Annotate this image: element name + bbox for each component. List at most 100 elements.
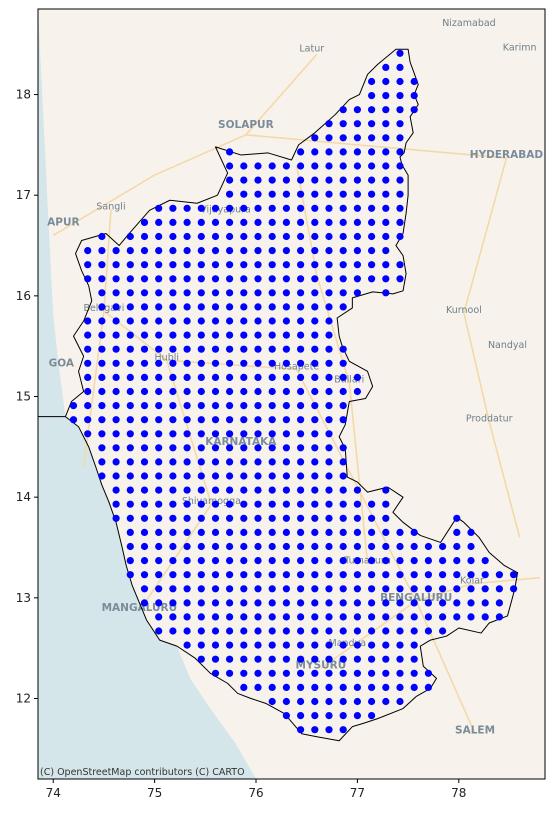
grid-point — [325, 176, 333, 184]
grid-point — [297, 331, 305, 339]
grid-point — [155, 345, 163, 353]
grid-point — [155, 387, 163, 396]
grid-point — [211, 599, 220, 607]
grid-point — [268, 345, 276, 353]
grid-point — [268, 627, 276, 635]
sea-area — [38, 9, 257, 779]
grid-point — [382, 669, 390, 677]
grid-point — [282, 162, 290, 170]
grid-point — [211, 528, 220, 537]
grid-point — [155, 528, 163, 537]
grid-point — [424, 599, 432, 607]
grid-point — [240, 373, 248, 381]
grid-point — [240, 613, 248, 621]
grid-point — [282, 387, 290, 396]
plot-frame — [37, 8, 546, 780]
grid-point — [197, 613, 205, 621]
grid-point — [325, 726, 333, 734]
grid-point — [282, 585, 290, 593]
grid-point — [424, 571, 432, 579]
grid-point — [325, 331, 333, 339]
grid-point — [311, 275, 319, 283]
grid-point — [368, 683, 376, 692]
grid-point — [112, 458, 120, 466]
grid-point — [254, 500, 262, 508]
grid-point — [297, 162, 305, 170]
grid-point — [197, 261, 205, 269]
grid-point — [169, 416, 177, 424]
grid-point — [268, 430, 276, 438]
grid-point — [140, 232, 149, 241]
grid-point — [297, 458, 305, 466]
grid-point — [84, 317, 92, 325]
grid-point — [240, 275, 248, 283]
grid-point — [183, 585, 191, 593]
grid-point — [226, 557, 234, 565]
grid-point — [339, 571, 347, 579]
grid-point — [226, 472, 234, 480]
grid-point — [268, 204, 276, 212]
grid-point — [339, 303, 347, 311]
grid-point — [311, 557, 319, 565]
grid-point — [197, 373, 205, 381]
grid-point — [382, 92, 390, 100]
grid-point — [382, 218, 390, 226]
place-label: Hubli — [155, 352, 179, 363]
grid-point — [325, 627, 333, 635]
grid-point — [339, 500, 347, 508]
grid-point — [325, 486, 333, 494]
grid-point — [126, 247, 134, 255]
grid-point — [254, 557, 262, 565]
grid-point — [282, 599, 290, 607]
grid-point — [226, 430, 234, 438]
grid-point — [311, 359, 319, 367]
grid-point — [297, 232, 305, 241]
grid-point — [325, 218, 333, 226]
grid-point — [226, 359, 234, 367]
grid-point — [396, 683, 404, 692]
grid-point — [183, 373, 191, 381]
grid-point — [495, 571, 503, 579]
grid-point — [396, 92, 404, 100]
grid-point — [339, 444, 347, 452]
grid-point — [140, 317, 149, 325]
grid-point — [240, 585, 248, 593]
grid-point — [297, 359, 305, 367]
grid-point — [396, 528, 404, 537]
grid-point — [282, 627, 290, 635]
grid-point — [297, 190, 305, 198]
grid-point — [183, 627, 191, 635]
grid-point — [325, 190, 333, 198]
grid-point — [353, 148, 361, 156]
grid-point — [226, 585, 234, 593]
grid-point — [197, 486, 205, 494]
grid-point — [140, 486, 149, 494]
grid-point — [140, 458, 149, 466]
grid-point — [410, 585, 418, 593]
grid-point — [268, 599, 276, 607]
grid-point — [325, 599, 333, 607]
grid-point — [240, 444, 248, 452]
grid-point — [410, 542, 418, 551]
grid-point — [254, 204, 262, 212]
grid-point — [325, 458, 333, 466]
grid-point — [98, 359, 106, 367]
grid-point — [126, 444, 134, 452]
grid-point — [183, 430, 191, 438]
grid-point — [368, 162, 376, 170]
grid-point — [155, 416, 163, 424]
grid-point — [297, 726, 305, 734]
grid-point — [140, 359, 149, 367]
grid-point — [311, 697, 319, 706]
grid-point — [297, 148, 305, 156]
grid-point — [197, 204, 205, 212]
grid-point — [368, 655, 376, 663]
grid-point — [140, 331, 149, 339]
grid-point — [297, 557, 305, 565]
grid-point — [368, 148, 376, 156]
grid-point — [126, 387, 134, 396]
grid-point — [211, 542, 220, 551]
grid-point — [226, 486, 234, 494]
grid-point — [226, 289, 234, 297]
grid-point — [226, 528, 234, 537]
